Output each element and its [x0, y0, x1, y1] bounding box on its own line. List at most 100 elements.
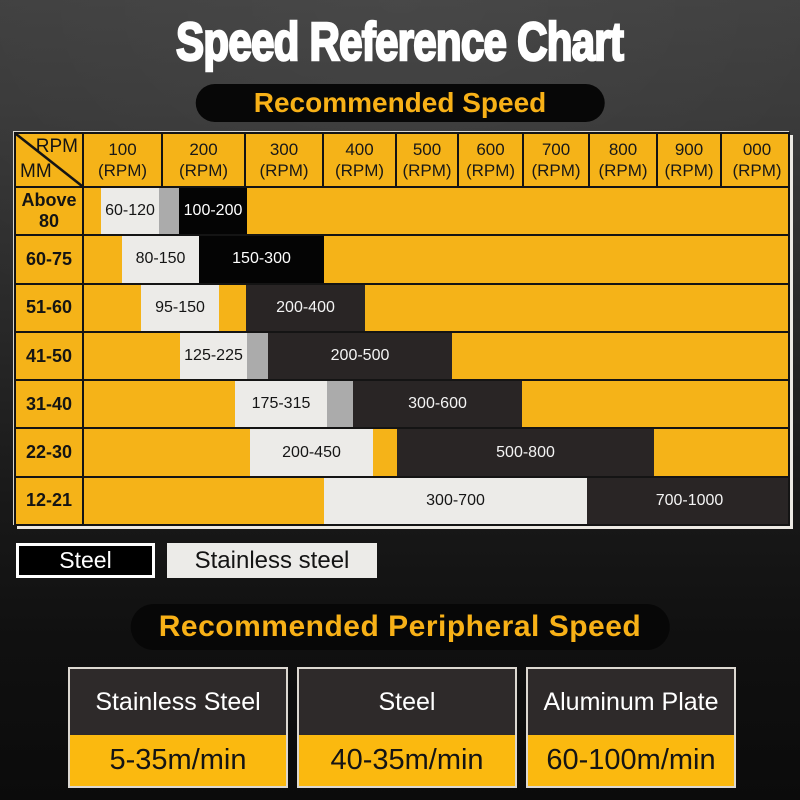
bar-label: 200-400 — [276, 298, 335, 316]
bar-stainless: 300-700 — [324, 477, 587, 524]
header-cell-400: 400 (RPM) — [324, 134, 397, 186]
corner-mm-label: MM — [20, 161, 52, 182]
bar-steel: 200-500 — [268, 332, 452, 380]
row-track: 175-315 300-600 — [84, 381, 788, 428]
bar-connector — [327, 381, 353, 428]
table-corner-cell: RPM MM — [16, 134, 84, 186]
row-track: 95-150 200-400 — [84, 284, 788, 331]
page-title: Speed Reference Chart — [175, 12, 625, 72]
speed-table: RPM MM 100 (RPM) 200 (RPM) 300 (RPM) 400 (RPM) 5… — [14, 132, 790, 526]
header-rpm-unit: (RPM) — [402, 161, 452, 180]
row-label: Above 80 — [16, 188, 84, 235]
bar-label: 150-300 — [232, 250, 291, 268]
header-rpm-unit: (RPM) — [178, 161, 229, 180]
row-track: 200-450 500-800 — [84, 429, 788, 476]
card-speed-value: 40-35m/min — [299, 735, 515, 786]
card-material-label: Aluminum Plate — [543, 687, 719, 716]
bar-steel: 200-400 — [246, 284, 365, 331]
row-track: 80-150 150-300 — [84, 236, 788, 283]
header-cell-900: 900 (RPM) — [658, 134, 722, 186]
header-cell-000: 000 (RPM) — [722, 134, 792, 186]
card-stainless-steel: Stainless Steel 5-35m/min — [68, 667, 288, 788]
row-label: 60-75 — [16, 236, 84, 283]
header-rpm-unit: (RPM) — [465, 161, 516, 180]
header-rpm-value: 900 — [674, 139, 704, 159]
header-rpm-unit: (RPM) — [664, 161, 714, 180]
header-rpm-value: 700 — [541, 139, 571, 159]
bar-label: 300-600 — [408, 395, 467, 413]
table-row: 12-21 300-700 700-1000 — [16, 477, 788, 524]
row-track: 300-700 700-1000 — [84, 477, 788, 524]
bar-connector — [159, 188, 179, 235]
header-rpm-unit: (RPM) — [259, 161, 309, 180]
bar-stainless: 95-150 — [141, 284, 219, 331]
bar-stainless: 80-150 — [122, 236, 199, 283]
bar-label: 200-450 — [282, 443, 341, 461]
table-header-row: RPM MM 100 (RPM) 200 (RPM) 300 (RPM) 400 (RPM) 5… — [16, 134, 788, 188]
bar-label: 300-700 — [426, 491, 485, 509]
header-cell-800: 800 (RPM) — [590, 134, 658, 186]
header-cell-300: 300 (RPM) — [246, 134, 324, 186]
peripheral-speed-banner: Recommended Peripheral Speed — [130, 604, 670, 650]
table-row: 31-40 175-315 300-600 — [16, 381, 788, 430]
table-row: 22-30 200-450 500-800 — [16, 429, 788, 478]
bar-label: 175-315 — [251, 395, 311, 413]
bar-steel: 150-300 — [199, 236, 324, 283]
bar-stainless: 175-315 — [235, 381, 327, 428]
row-label: 12-21 — [16, 477, 84, 524]
peripheral-cards: Stainless Steel 5-35m/min Steel 40-35m/m… — [68, 667, 736, 788]
card-material-label: Steel — [378, 687, 436, 716]
card-aluminum-plate: Aluminum Plate 60-100m/min — [526, 667, 736, 788]
bar-label: 80-150 — [135, 250, 186, 268]
row-track: 125-225 200-500 — [84, 332, 788, 380]
bar-label: 500-800 — [496, 443, 555, 461]
row-label: 41-50 — [16, 332, 84, 380]
peripheral-speed-label: Recommended Peripheral Speed — [158, 610, 642, 643]
recommended-speed-banner: Recommended Speed — [195, 84, 605, 122]
header-rpm-unit: (RPM) — [732, 161, 782, 180]
bar-label: 60-120 — [105, 202, 155, 220]
header-rpm-value: 500 — [412, 139, 442, 159]
header-cell-100: 100 (RPM) — [84, 134, 163, 186]
header-rpm-value: 000 — [742, 139, 772, 159]
header-rpm-value: 300 — [269, 139, 299, 159]
table-row: 51-60 95-150 200-400 — [16, 284, 788, 333]
table-row: 41-50 125-225 200-500 — [16, 332, 788, 382]
table-row: 60-75 80-150 150-300 — [16, 236, 788, 285]
header-rpm-unit: (RPM) — [598, 161, 648, 180]
header-cell-700: 700 (RPM) — [524, 134, 590, 186]
row-label: 51-60 — [16, 284, 84, 331]
bar-stainless: 200-450 — [250, 429, 373, 476]
bar-stainless: 125-225 — [180, 332, 247, 380]
header-cell-200: 200 (RPM) — [163, 134, 246, 186]
diagonal-divider — [16, 134, 82, 186]
header-rpm-value: 200 — [189, 139, 218, 159]
legend: Steel Stainless steel — [16, 543, 377, 578]
header-cell-500: 500 (RPM) — [397, 134, 459, 186]
card-speed-value: 5-35m/min — [70, 735, 286, 786]
page-title-wrap: Speed Reference Chart — [0, 12, 800, 72]
table-row: Above 80 60-120 100-200 — [16, 188, 788, 237]
bar-label: 125-225 — [184, 346, 243, 364]
bar-steel: 300-600 — [353, 381, 522, 428]
row-label: 31-40 — [16, 381, 84, 428]
legend-stainless-swatch: Stainless steel — [167, 543, 377, 578]
bar-label: 700-1000 — [655, 491, 724, 509]
bar-steel: 100-200 — [179, 188, 247, 235]
table-body: Above 80 60-120 100-200 60-75 80-150 150-300 5… — [16, 188, 788, 524]
bar-label: 95-150 — [155, 298, 205, 316]
bar-steel: 500-800 — [397, 429, 654, 476]
row-track: 60-120 100-200 — [84, 188, 788, 235]
corner-rpm-label: RPM — [35, 136, 78, 157]
card-material-label: Stainless Steel — [95, 687, 261, 716]
row-label: 22-30 — [16, 429, 84, 476]
bar-connector — [247, 332, 268, 380]
header-rpm-value: 600 — [476, 139, 505, 159]
bar-label: 100-200 — [183, 202, 243, 220]
bar-label: 200-500 — [330, 346, 390, 364]
recommended-speed-label: Recommended Speed — [253, 87, 547, 118]
bar-stainless: 60-120 — [101, 188, 159, 235]
header-rpm-unit: (RPM) — [97, 161, 148, 180]
legend-stainless-label: Stainless steel — [194, 546, 350, 574]
